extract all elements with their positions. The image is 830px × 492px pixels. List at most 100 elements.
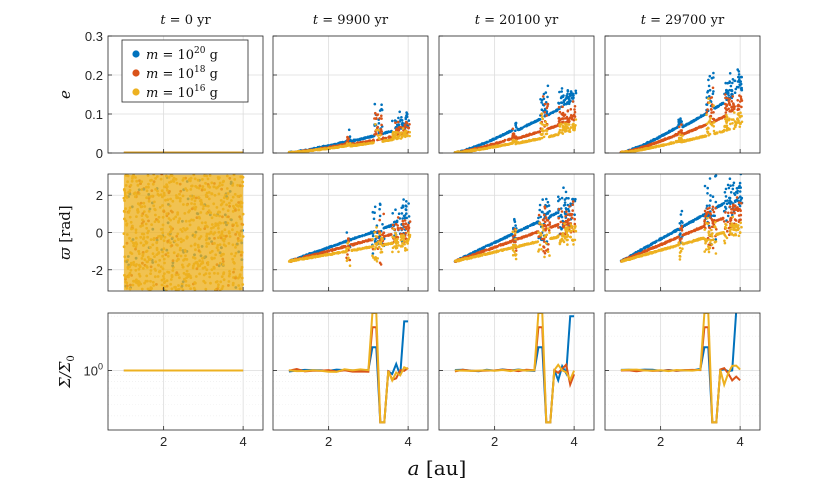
series-group	[453, 84, 578, 153]
data-point	[569, 90, 573, 93]
data-point	[460, 150, 463, 153]
data-point	[629, 150, 632, 153]
data-point	[540, 136, 544, 140]
data-point	[542, 92, 546, 96]
data-point	[404, 227, 408, 231]
data-point	[646, 144, 649, 148]
data-point	[514, 122, 518, 125]
data-point	[568, 130, 572, 133]
data-point	[702, 135, 705, 138]
data-point	[337, 242, 341, 245]
data-point	[543, 111, 547, 114]
data-point	[700, 125, 703, 128]
data-point	[346, 241, 350, 244]
data-point	[394, 136, 398, 140]
data-point	[687, 139, 690, 142]
data-point	[735, 85, 739, 89]
data-point	[557, 105, 561, 109]
data-point	[372, 256, 375, 259]
data-point	[646, 141, 650, 144]
data-point	[728, 128, 731, 131]
data-point	[380, 243, 384, 247]
data-point	[335, 146, 339, 149]
data-point	[560, 90, 563, 93]
data-point	[321, 248, 325, 252]
data-point	[348, 264, 352, 268]
data-point	[397, 250, 400, 254]
data-point	[407, 227, 410, 231]
data-point	[350, 144, 354, 147]
data-point	[573, 115, 577, 118]
data-point	[533, 119, 537, 123]
data-point	[390, 138, 394, 142]
data-point	[620, 151, 623, 153]
data-point	[572, 128, 575, 132]
data-point	[559, 118, 562, 121]
data-point	[380, 250, 384, 254]
data-point	[401, 127, 405, 130]
data-point	[391, 235, 394, 239]
data-point	[733, 124, 737, 127]
data-point	[688, 129, 691, 133]
data-point	[678, 121, 681, 125]
data-point	[378, 117, 382, 120]
data-point	[397, 244, 401, 247]
data-point	[672, 141, 676, 145]
data-point	[308, 252, 312, 255]
data-point	[708, 132, 712, 136]
data-point	[361, 240, 365, 243]
data-point	[680, 123, 683, 126]
data-point	[689, 137, 693, 141]
data-point	[315, 254, 318, 258]
data-point	[400, 227, 404, 231]
data-point	[391, 246, 395, 250]
data-point	[326, 147, 329, 150]
data-point	[341, 140, 345, 144]
data-point	[521, 126, 524, 130]
data-point	[467, 149, 471, 153]
data-point	[296, 258, 300, 261]
data-point	[383, 235, 386, 238]
data-point	[397, 137, 400, 140]
data-point	[346, 253, 349, 256]
y-tick-label: -2	[91, 263, 103, 278]
data-point	[321, 254, 324, 257]
data-point	[377, 240, 380, 243]
data-point	[341, 245, 345, 249]
data-point	[491, 145, 495, 148]
data-point	[558, 110, 562, 114]
data-point	[692, 137, 696, 140]
data-point	[350, 243, 354, 246]
data-point	[389, 130, 393, 134]
data-point	[737, 73, 741, 76]
data-point	[725, 121, 728, 125]
data-point	[396, 226, 400, 230]
data-point	[715, 131, 719, 134]
panel-title: t = 20100 yr	[475, 13, 559, 28]
data-point	[564, 124, 568, 128]
data-point	[396, 224, 400, 227]
data-point	[400, 131, 403, 134]
data-point	[642, 147, 646, 151]
data-point	[312, 149, 316, 152]
data-point	[740, 88, 743, 92]
data-point	[370, 134, 374, 138]
data-point	[739, 95, 743, 98]
data-point	[384, 131, 388, 134]
data-point	[375, 235, 379, 238]
data-point	[296, 150, 299, 153]
data-point	[406, 224, 410, 228]
data-point	[400, 135, 404, 139]
data-point	[405, 205, 408, 208]
data-point	[364, 233, 368, 236]
data-point	[374, 123, 377, 126]
data-point	[347, 244, 350, 248]
data-point	[560, 131, 564, 134]
data-point	[376, 138, 379, 142]
data-point	[331, 252, 335, 255]
data-point	[378, 232, 382, 235]
data-point	[547, 113, 551, 117]
series-group	[453, 186, 578, 263]
data-point	[708, 88, 712, 92]
data-point	[401, 217, 404, 220]
